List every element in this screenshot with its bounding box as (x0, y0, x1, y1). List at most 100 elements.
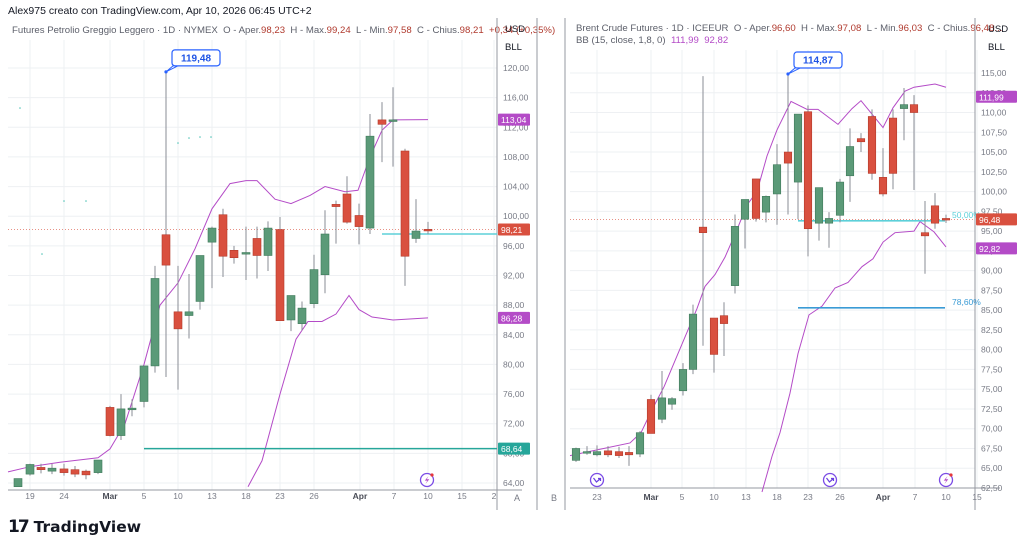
candle-bearish[interactable] (783, 74, 793, 215)
candle-bullish[interactable] (25, 463, 35, 476)
candle-bullish[interactable] (793, 113, 803, 220)
candle-body (824, 218, 834, 224)
candle-bearish[interactable] (856, 133, 866, 153)
candle-bearish[interactable] (331, 200, 341, 244)
right-symbol-title[interactable]: Brent Crude Futures · 1D · ICEEUR (576, 23, 729, 34)
bb-indicator-legend[interactable]: BB (15, close, 1,8, 0) 111,99 92,82 (576, 35, 728, 46)
candle-bearish[interactable] (252, 226, 262, 279)
candle-body (411, 230, 421, 239)
candle-bullish[interactable] (93, 459, 103, 475)
left-symbol-title[interactable]: Futures Petrolio Greggio Leggero · 1D · … (12, 25, 218, 36)
right-price-chart[interactable]: 62,50 65,00 67,50 70,00 72,50 75,00 77,50 80,00… (569, 18, 1017, 510)
candle-bullish[interactable] (47, 463, 57, 475)
candle-bullish[interactable] (207, 226, 217, 289)
scale-button-a[interactable]: A (514, 493, 520, 503)
candle-bearish[interactable] (751, 178, 761, 222)
candle-bearish[interactable] (909, 95, 919, 190)
candle-bullish[interactable] (116, 394, 126, 441)
candle-bullish[interactable] (899, 88, 909, 141)
candle-bearish[interactable] (920, 201, 930, 274)
candle-bullish[interactable] (740, 199, 750, 249)
candle-bearish[interactable] (614, 446, 624, 458)
candle-bullish[interactable] (320, 210, 330, 294)
marker-dot (210, 136, 212, 138)
candle-bullish[interactable] (241, 226, 251, 280)
candle-bearish[interactable] (59, 463, 69, 476)
candle-bullish[interactable] (150, 265, 160, 373)
candle-bearish[interactable] (400, 148, 410, 286)
candle-bullish[interactable] (667, 397, 677, 410)
candle-bullish[interactable] (184, 274, 194, 339)
right-currency-label[interactable]: USD (988, 24, 1009, 35)
left-price-chart[interactable]: AB64,0068,0072,0076,0080,0084,0088,0092,… (7, 18, 566, 510)
candle-bullish[interactable] (845, 128, 855, 202)
candle-bearish[interactable] (161, 71, 171, 378)
candle-bullish[interactable] (657, 371, 667, 424)
tradingview-logo[interactable]: 17 TradingView (8, 517, 141, 537)
candle-bullish[interactable] (592, 445, 602, 457)
time-tick-label: 24 (59, 491, 69, 501)
candle-bearish[interactable] (603, 446, 613, 458)
price-callout-box[interactable] (171, 49, 221, 67)
price-callout-box[interactable] (793, 51, 843, 69)
candle-bearish[interactable] (275, 216, 285, 322)
candle-bearish[interactable] (218, 208, 228, 277)
candle-bearish[interactable] (624, 446, 634, 466)
candle-bullish[interactable] (635, 431, 645, 458)
candle-bearish[interactable] (867, 109, 877, 180)
scale-button-b[interactable]: B (551, 493, 557, 503)
candle-bearish[interactable] (709, 317, 719, 373)
lightning-event-icon[interactable] (419, 472, 435, 488)
candle-bullish[interactable] (309, 254, 319, 309)
candle-bullish[interactable] (730, 214, 740, 294)
candle-bearish[interactable] (698, 76, 708, 346)
candle-bearish[interactable] (423, 221, 433, 235)
candle-bullish[interactable] (678, 363, 688, 396)
candle-bullish[interactable] (824, 212, 834, 248)
candle-bullish[interactable] (814, 187, 824, 241)
candle-bearish[interactable] (377, 102, 387, 163)
candle-bearish[interactable] (878, 148, 888, 197)
dividend-event-icon[interactable] (589, 472, 605, 488)
candle-bearish[interactable] (646, 394, 656, 434)
dividend-event-icon[interactable] (822, 472, 838, 488)
candle-bullish[interactable] (263, 221, 273, 272)
candle-bullish[interactable] (772, 144, 782, 225)
candle-bearish[interactable] (354, 203, 364, 245)
candle-bullish[interactable] (139, 365, 149, 408)
candle-bearish[interactable] (81, 469, 91, 480)
candle-bearish[interactable] (229, 245, 239, 264)
candle-bearish[interactable] (888, 109, 898, 190)
candle-bearish[interactable] (719, 302, 729, 356)
candle-bullish[interactable] (195, 255, 205, 310)
candle-bullish[interactable] (127, 399, 137, 417)
candle-bullish[interactable] (761, 195, 771, 223)
candle-bearish[interactable] (342, 176, 352, 224)
candle-bearish[interactable] (70, 465, 80, 478)
candle-bearish[interactable] (930, 193, 940, 229)
candle-bearish[interactable] (36, 463, 46, 474)
candle-bullish[interactable] (297, 301, 307, 331)
candle-bearish[interactable] (803, 105, 813, 257)
candle-body (878, 177, 888, 195)
candle-bullish[interactable] (571, 447, 581, 462)
candle-bearish[interactable] (105, 405, 115, 437)
time-tick-label: 10 (423, 491, 433, 501)
candle-bullish[interactable] (13, 478, 23, 488)
candle-bullish[interactable] (582, 446, 592, 455)
candle-bullish[interactable] (411, 199, 421, 243)
candle-bullish[interactable] (835, 178, 845, 223)
candle-bullish[interactable] (286, 295, 296, 332)
candle-body (646, 399, 656, 434)
candle-body (388, 119, 398, 122)
candle-bearish[interactable] (173, 265, 183, 390)
lightning-event-icon[interactable] (938, 472, 954, 488)
candle-bullish[interactable] (388, 87, 398, 167)
candle-body (740, 199, 750, 220)
left-currency-label[interactable]: USD (505, 24, 526, 35)
candle-bearish[interactable] (941, 214, 951, 223)
candle-bullish[interactable] (365, 113, 375, 234)
candle-bullish[interactable] (688, 304, 698, 375)
price-tick-label: 116,00 (503, 93, 529, 103)
